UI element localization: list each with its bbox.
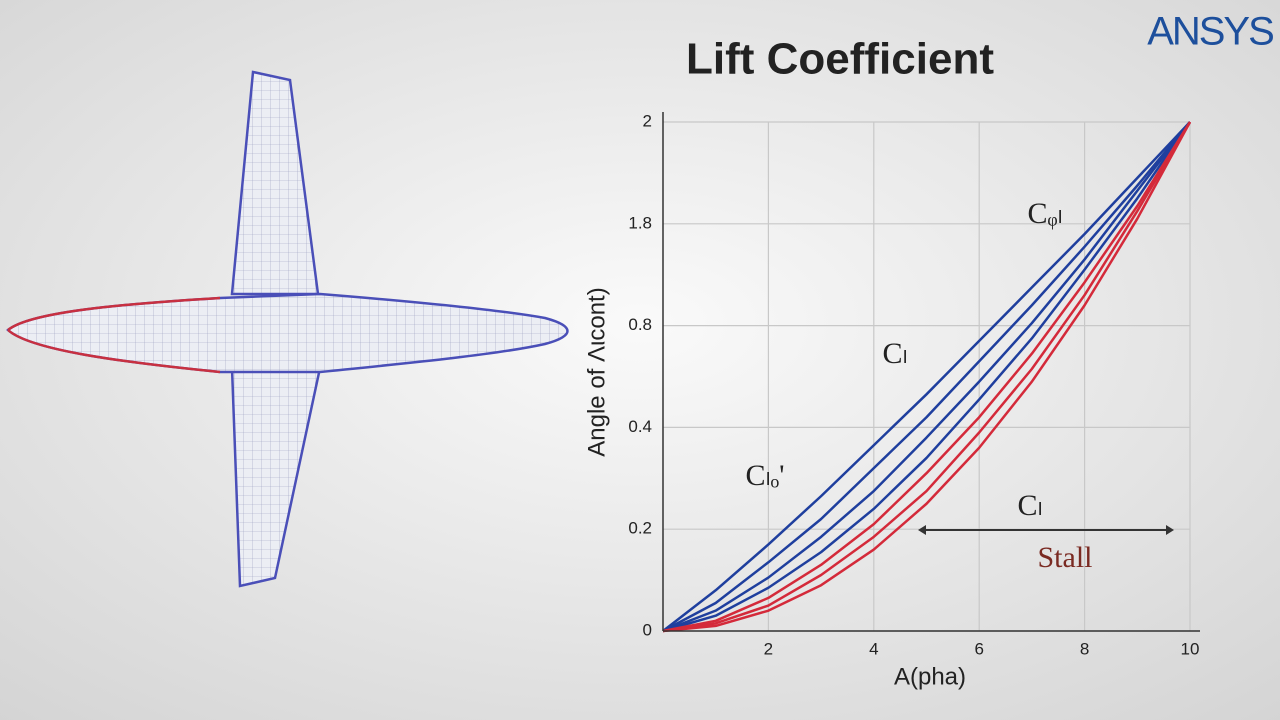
series-line <box>662 121 1192 633</box>
series-line <box>662 121 1191 633</box>
y-axis-label: Angle of Λιcont) <box>583 287 610 456</box>
stall-arrow <box>918 525 1174 535</box>
y-tick-label: 0 <box>643 620 652 639</box>
stall-label: Stall <box>1037 541 1092 574</box>
y-tick-label: 0.2 <box>628 519 652 538</box>
y-tick-label: 0.4 <box>628 417 652 436</box>
brand-logo: ANSYS <box>1147 10 1273 54</box>
series-line <box>662 121 1192 633</box>
y-tick-label: 1.8 <box>628 213 652 232</box>
chart-title: Lift Coefficient <box>686 35 994 84</box>
x-axis-label: A(pha) <box>894 663 966 690</box>
stall-coefficient-label: Cₗ <box>1018 489 1043 522</box>
series-line <box>662 121 1191 632</box>
y-tick-label: 0.8 <box>628 315 652 334</box>
x-tick-label: 6 <box>974 639 983 658</box>
y-tick-label: 2 <box>643 111 652 130</box>
x-tick-label: 8 <box>1080 639 1089 658</box>
aircraft-mesh <box>6 70 569 588</box>
series-line <box>662 121 1191 633</box>
x-tick-label: 2 <box>764 639 773 658</box>
series-line <box>662 121 1192 633</box>
curve-annotation: Cᵩₗ <box>1027 197 1062 230</box>
series-line <box>662 121 1192 633</box>
x-tick-label: 10 <box>1181 639 1200 658</box>
curve-annotation: Cₗₒ' <box>745 459 784 492</box>
x-tick-label: 4 <box>869 639 878 658</box>
curve-annotation: Cₗ <box>883 337 908 370</box>
